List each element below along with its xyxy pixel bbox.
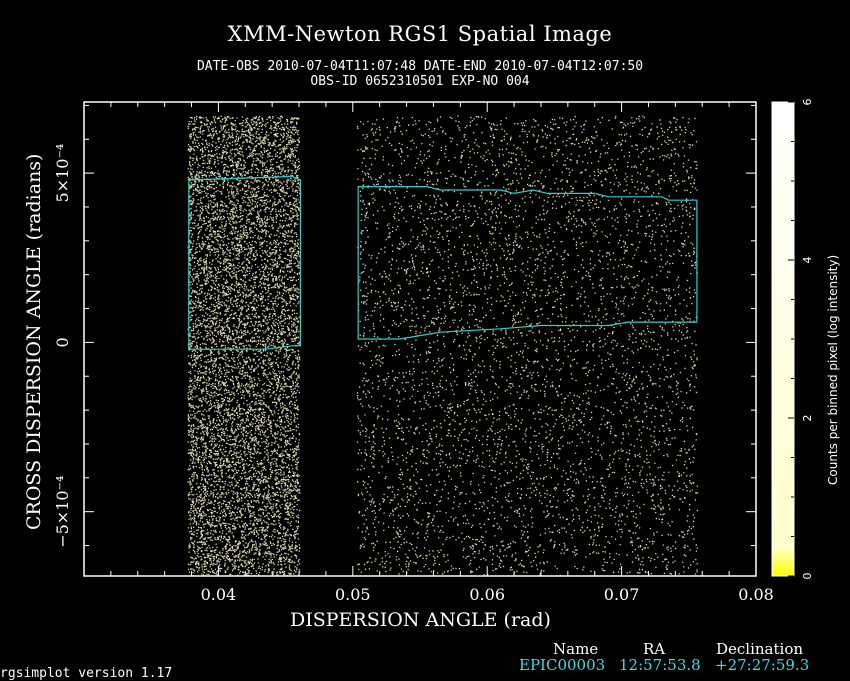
colorbar-tick-label: 4 xyxy=(801,257,814,264)
y-tick-label: 5×10⁻⁴ xyxy=(53,144,72,203)
x-tick-label: 0.06 xyxy=(469,585,505,604)
x-tick-label: 0.04 xyxy=(201,585,237,604)
x-tick-label: 0.07 xyxy=(604,585,640,604)
colorbar xyxy=(771,101,795,577)
x-tick-label: 0.05 xyxy=(335,585,371,604)
colorbar-tick-label: 0 xyxy=(801,573,814,580)
x-axis-label: DISPERSION ANGLE (rad) xyxy=(290,609,551,631)
colorbar-tick-label: 6 xyxy=(801,99,814,106)
version-label: rgsimplot version 1.17 xyxy=(0,666,173,681)
selection-regions xyxy=(188,175,698,350)
x-tick-label: 0.08 xyxy=(738,585,774,604)
source-header-name: Name xyxy=(553,640,599,658)
source-dec: +27:27:59.3 xyxy=(715,656,810,674)
event-scatter xyxy=(187,115,698,576)
selection-region-1 xyxy=(188,175,301,350)
y-axis-label: CROSS DISPERSION ANGLE (radians) xyxy=(23,153,45,530)
chart-subtitle-obsid: OBS-ID 0652310501 EXP-NO 004 xyxy=(310,74,530,89)
chart-title: XMM-Newton RGS1 Spatial Image xyxy=(227,22,613,46)
y-axis: −5×10⁻⁴ 0 5×10⁻⁴ xyxy=(53,104,756,548)
x-axis: 0.04 0.05 0.06 0.07 0.08 xyxy=(83,102,774,604)
y-tick-label: 0 xyxy=(53,337,72,347)
source-ra: 12:57:53.8 xyxy=(619,656,701,674)
plot-frame xyxy=(83,101,757,577)
colorbar-label: Counts per binned pixel (log intensity) xyxy=(826,254,840,485)
colorbar-axis: 0 2 4 6 xyxy=(788,99,814,580)
colorbar-tick-label: 2 xyxy=(801,415,814,422)
event-points-1 xyxy=(187,115,301,576)
source-header-ra: RA xyxy=(643,640,666,658)
selection-region-2 xyxy=(357,186,698,340)
source-name: EPIC00003 xyxy=(519,656,606,674)
source-header-dec: Declination xyxy=(716,640,804,658)
event-points-2 xyxy=(356,115,698,576)
chart-subtitle-dates: DATE-OBS 2010-07-04T11:07:48 DATE-END 20… xyxy=(196,59,644,74)
y-tick-label: −5×10⁻⁴ xyxy=(53,476,72,548)
